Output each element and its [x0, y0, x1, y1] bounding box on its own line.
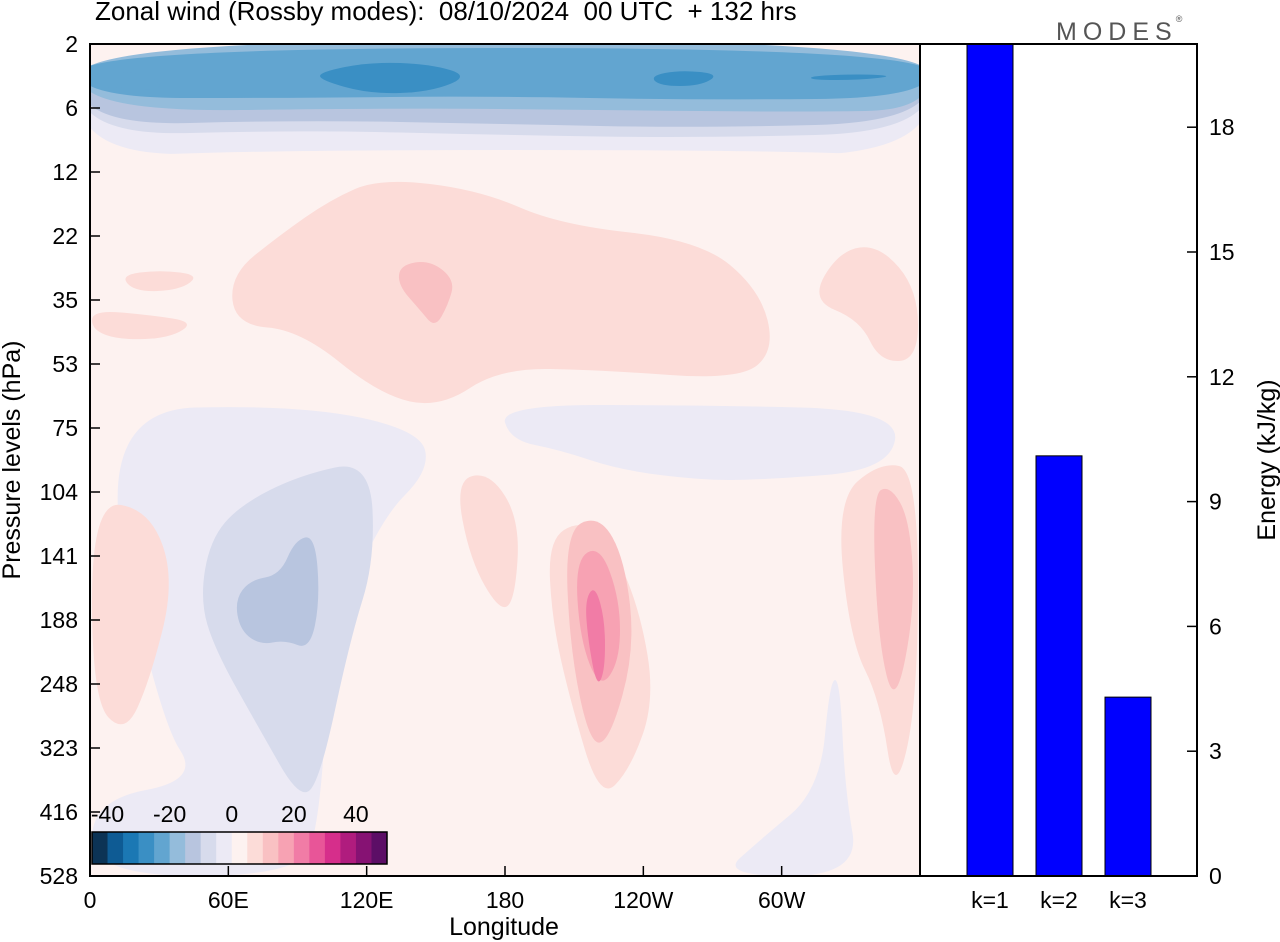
heatmap-y-label: Pressure levels (hPa): [0, 341, 26, 580]
bar-y-tick-label: 6: [1209, 613, 1222, 639]
colorbar-swatch: [324, 832, 341, 864]
bar-y-tick-label: 3: [1209, 738, 1222, 764]
x-tick-label: 120E: [340, 887, 394, 913]
westerly-patch-2: [92, 312, 187, 340]
brand-logo: MODES®: [1056, 14, 1184, 47]
chart-title: Zonal wind (Rossby modes): 08/10/2024 00…: [95, 0, 797, 26]
westerly-lower-3b: [874, 488, 913, 690]
westerly-core-mid: [398, 262, 453, 323]
heatmap-x-label: Longitude: [449, 913, 559, 941]
x-tick-label: 60E: [208, 887, 249, 913]
colorbar-swatch: [154, 832, 171, 864]
colorbar-swatch: [293, 832, 310, 864]
colorbar-tick-label: 20: [281, 801, 307, 827]
energy-bar: [1104, 696, 1152, 877]
easterly-max-3: [810, 74, 887, 80]
westerly-lower-2d: [586, 590, 605, 682]
easterly-max-4: [95, 71, 160, 90]
bar-y-label: Energy (kJ/kg): [1253, 379, 1280, 540]
colorbar: -40 -20 0 20 40: [91, 801, 388, 865]
easterly-max-1: [320, 62, 460, 94]
bar-category-label: k=1: [971, 887, 1009, 913]
colorbar-swatch: [231, 832, 248, 864]
heatmap-field: [90, 44, 920, 876]
colorbar-tick-label: 0: [225, 801, 238, 827]
easterly-band-core: [90, 48, 920, 100]
brand-registered-mark: ®: [1175, 14, 1183, 24]
x-tick-label: 60W: [758, 887, 806, 913]
colorbar-swatch: [309, 832, 326, 864]
y-tick-label: 2: [65, 31, 78, 57]
colorbar-swatch: [107, 832, 124, 864]
energy-bar: [966, 43, 1014, 877]
bar-y-tick-label: 9: [1209, 489, 1222, 515]
y-tick-label: 12: [52, 159, 78, 185]
y-tick-label: 53: [52, 351, 78, 377]
colorbar-swatch: [200, 832, 217, 864]
easterly-max-lower: [236, 537, 319, 646]
easterly-max-2: [653, 71, 714, 86]
brand-name: MODES: [1056, 18, 1178, 46]
y-tick-label: 141: [40, 543, 78, 569]
energy-bar: [1035, 455, 1083, 877]
x-tick-label: 180: [486, 887, 524, 913]
colorbar-tick-label: -40: [91, 801, 124, 827]
colorbar-swatch: [278, 832, 295, 864]
y-tick-label: 416: [40, 799, 78, 825]
y-tick-label: 323: [40, 735, 78, 761]
westerly-left-edge: [92, 504, 169, 725]
westerly-area-mid: [232, 181, 770, 404]
colorbar-swatch: [169, 832, 186, 864]
colorbar-swatch: [340, 832, 357, 864]
bar-y-tick-label: 0: [1209, 863, 1222, 889]
bar-y-tick-label: 18: [1209, 114, 1235, 140]
y-tick-label: 528: [40, 863, 78, 889]
westerly-lower-1: [460, 475, 518, 608]
easterly-lower-right: [735, 680, 854, 876]
y-tick-label: 188: [40, 607, 78, 633]
bar-category-label: k=2: [1040, 887, 1078, 913]
westerly-patch-3: [819, 247, 918, 362]
bar-category-label: k=3: [1109, 887, 1147, 913]
colorbar-swatch: [185, 832, 202, 864]
colorbar-swatch: [262, 832, 279, 864]
colorbar-frame: [91, 831, 388, 865]
bar-frame: [919, 43, 1198, 877]
y-tick-label: 35: [52, 287, 78, 313]
colorbar-tick-label: 40: [343, 801, 369, 827]
colorbar-swatch: [92, 832, 109, 864]
energy-bar-chart: k=1 k=2 k=3 0 3 6 9 12 15 18: [919, 43, 1235, 913]
westerly-patch-1: [125, 271, 194, 292]
colorbar-swatch: [355, 832, 372, 864]
bar-y-tick-label: 15: [1209, 239, 1235, 265]
x-tick-label: 0: [84, 887, 97, 913]
x-tick-label: 120W: [613, 887, 673, 913]
y-tick-label: 104: [40, 479, 79, 505]
y-tick-label: 75: [52, 415, 78, 441]
bar-y-tick-label: 12: [1209, 364, 1235, 390]
colorbar-swatch: [216, 832, 233, 864]
y-tick-label: 248: [40, 671, 78, 697]
colorbar-swatch: [247, 832, 264, 864]
colorbar-swatch: [123, 832, 140, 864]
colorbar-swatch: [138, 832, 155, 864]
heatmap-y-axis: 2 6 12 22 35 53 75 104 141 188 248 323 416 528: [40, 31, 100, 889]
heatmap-x-axis: 0 60E 120E 180 120W 60W: [84, 866, 806, 913]
y-tick-label: 6: [65, 95, 78, 121]
zero-strip: [90, 150, 920, 177]
colorbar-tick-label: -20: [153, 801, 186, 827]
easterly-lower-mid: [504, 405, 896, 480]
y-tick-label: 22: [52, 223, 78, 249]
colorbar-swatch: [371, 832, 388, 864]
